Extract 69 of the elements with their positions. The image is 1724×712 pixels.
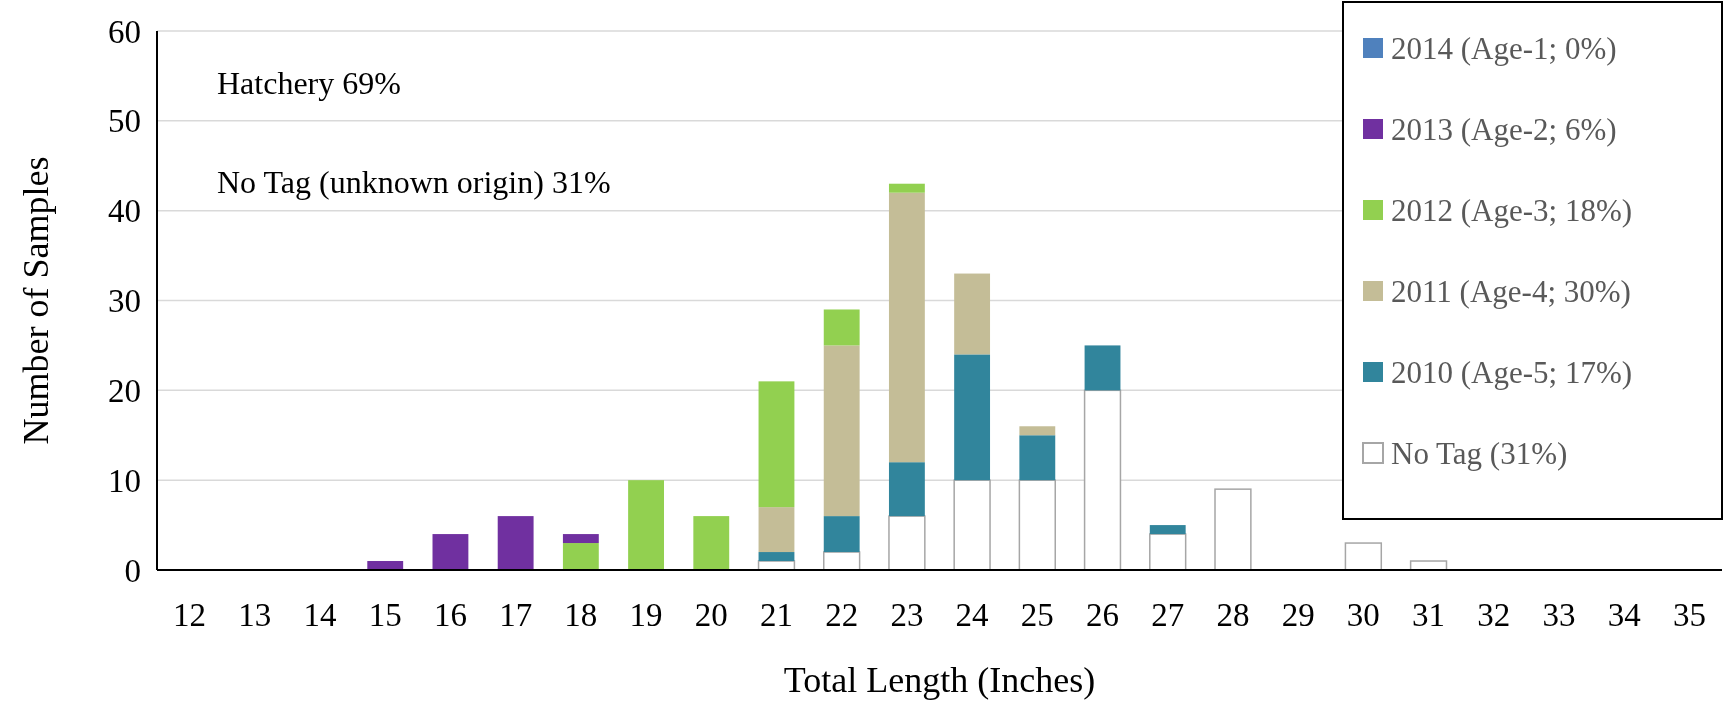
bar [953,479,991,571]
y-tick-label: 10 [108,462,141,499]
bar [758,381,795,508]
x-tick-label: 26 [1086,597,1120,633]
x-tick-label: 21 [759,597,793,633]
x-tick-label: 32 [1477,597,1511,633]
bar [954,273,991,355]
bar [1149,525,1186,535]
x-tick-label: 31 [1412,597,1446,633]
legend-label: No Tag (31%) [1391,435,1568,471]
y-tick-label: 0 [124,552,141,589]
x-tick-label: 19 [629,597,663,633]
bar [888,515,926,571]
x-tick-label: 18 [564,597,598,633]
x-tick-label: 30 [1346,597,1380,633]
x-tick-label: 27 [1151,597,1185,633]
x-tick-label: 15 [368,597,402,633]
x-tick-label: 16 [433,597,467,633]
bar [954,354,991,481]
y-axis-title: Number of Samples [16,156,56,445]
bar [1149,533,1187,571]
x-tick-label: 35 [1672,597,1706,633]
bar [497,516,534,570]
y-tick-label: 20 [108,372,141,409]
y-tick-label: 40 [108,193,141,230]
bar [888,192,925,463]
bar [1083,389,1122,571]
x-tick-label: 25 [1020,597,1054,633]
bar [758,552,795,562]
x-tick-label: 23 [890,597,924,633]
x-tick-label: 28 [1216,597,1250,633]
bar [693,516,730,570]
x-tick-label: 33 [1542,597,1576,633]
legend-label: 2011 (Age-4; 30%) [1391,273,1631,309]
x-tick-label: 34 [1607,597,1641,633]
bar [1019,435,1056,481]
bar [1018,479,1056,571]
bar [562,543,599,570]
bar [823,345,860,517]
y-tick-label: 30 [108,283,141,320]
x-tick-label: 29 [1281,597,1315,633]
bar [823,516,860,553]
y-tick-label: 50 [108,103,141,140]
bar [1214,488,1252,571]
bar [432,534,469,570]
bar [888,462,925,517]
annotation: No Tag (unknown origin) 31% [217,164,611,200]
bar [1019,426,1056,436]
bar [823,309,860,346]
x-tick-label: 20 [694,597,728,633]
x-tick-label: 12 [173,597,207,633]
x-tick-label: 17 [499,597,533,633]
y-tick-label: 60 [108,13,141,50]
x-axis-title: Total Length (Inches) [783,660,1096,700]
x-tick-label: 22 [825,597,859,633]
bar [628,480,664,570]
x-tick-label: 24 [955,597,989,633]
legend-label: 2010 (Age-5; 17%) [1391,354,1633,390]
bar [562,534,599,544]
annotation: Hatchery 69% [217,65,401,101]
legend-label: 2014 (Age-1; 0%) [1391,30,1617,66]
legend-label: 2013 (Age-2; 6%) [1391,111,1617,147]
legend-label: 2012 (Age-3; 18%) [1391,192,1633,228]
bar [1344,542,1383,571]
bar [888,183,925,193]
bar [1084,345,1121,391]
x-tick-label: 14 [303,597,337,633]
x-tick-label: 13 [238,597,272,633]
bar [758,507,795,553]
